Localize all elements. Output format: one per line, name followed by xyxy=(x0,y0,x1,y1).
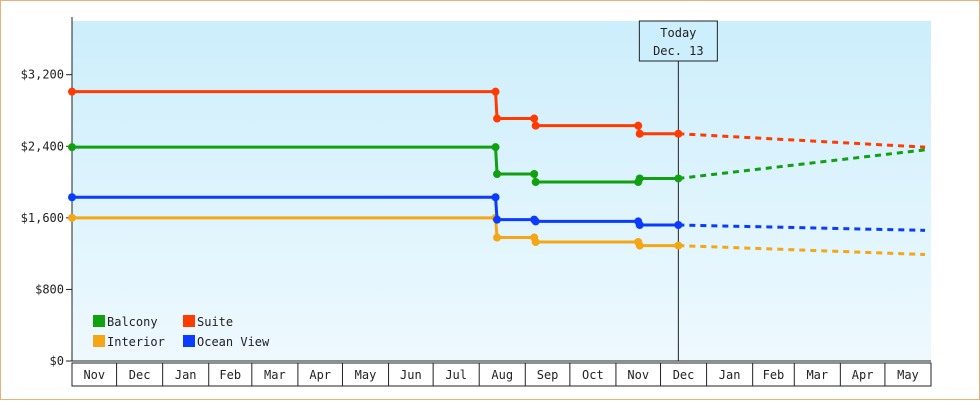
data-point xyxy=(493,215,502,224)
x-tick-label: Dec xyxy=(673,368,695,382)
data-point xyxy=(491,143,500,152)
data-point xyxy=(635,241,644,250)
y-tick-label: $2,400 xyxy=(21,139,64,153)
data-point xyxy=(531,217,540,226)
legend: Balcony Suite Interior Ocean View xyxy=(93,315,270,349)
legend-label-suite: Suite xyxy=(197,315,233,329)
series-lines xyxy=(68,87,926,257)
y-tick-label: $0 xyxy=(50,354,64,368)
data-point xyxy=(674,241,683,250)
data-point xyxy=(493,114,502,123)
legend-label-balcony: Balcony xyxy=(107,315,158,329)
y-tick-label: $800 xyxy=(35,282,64,296)
data-point xyxy=(635,174,644,183)
y-tick-label: $3,200 xyxy=(21,68,64,82)
data-point xyxy=(674,221,683,229)
data-point xyxy=(531,121,540,130)
x-tick-label: May xyxy=(355,368,377,382)
x-tick-label: Mar xyxy=(264,368,286,382)
plot-background xyxy=(72,21,931,361)
data-point xyxy=(531,178,540,187)
today-marker: Today Dec. 13 xyxy=(638,20,718,361)
today-date-label: Dec. 13 xyxy=(653,44,704,58)
data-point xyxy=(634,121,643,130)
x-tick-label: Apr xyxy=(309,368,331,382)
y-tick-label: $1,600 xyxy=(21,211,64,225)
data-point xyxy=(68,193,76,202)
month-row xyxy=(71,362,932,387)
x-tick-label: Jun xyxy=(400,368,422,382)
legend-label-interior: Interior xyxy=(107,335,165,349)
data-point xyxy=(635,221,644,229)
data-point xyxy=(674,129,683,138)
forecast-line xyxy=(678,132,926,149)
data-point xyxy=(493,170,502,178)
forecast-line xyxy=(678,223,926,232)
legend-swatch-ocean-view xyxy=(183,335,195,347)
data-point xyxy=(491,87,500,96)
data-point xyxy=(531,238,540,246)
axes: $0 $800 $1,600 $2,400 $3,200 Nov Dec Jan Feb Mar A… xyxy=(21,17,932,387)
data-point xyxy=(68,87,76,96)
data-point xyxy=(674,174,683,183)
x-tick-label: Nov xyxy=(627,368,649,382)
forecast-line xyxy=(678,148,926,180)
legend-swatch-interior xyxy=(93,335,105,347)
x-tick-label: Jan xyxy=(175,368,197,382)
series-balcony xyxy=(68,143,926,187)
data-point xyxy=(493,233,502,242)
x-tick-label: Nov xyxy=(83,368,105,382)
forecast-line xyxy=(678,244,926,257)
legend-label-ocean-view: Ocean View xyxy=(197,335,270,349)
data-point xyxy=(530,114,539,123)
x-tick-label: Sep xyxy=(537,368,559,382)
data-point xyxy=(635,129,644,138)
x-tick-label: Dec xyxy=(129,368,151,382)
data-point xyxy=(491,193,500,202)
data-point xyxy=(530,170,539,178)
data-point xyxy=(68,143,76,152)
x-tick-label: Jan xyxy=(719,368,741,382)
today-box xyxy=(638,20,718,62)
legend-swatch-balcony xyxy=(93,315,105,327)
x-tick-label: Mar xyxy=(806,368,828,382)
series-suite xyxy=(68,87,926,149)
x-tick-label: Feb xyxy=(763,368,785,382)
x-tick-label: Apr xyxy=(852,368,874,382)
x-tick-label: Aug xyxy=(491,368,513,382)
x-tick-label: Feb xyxy=(219,368,241,382)
x-tick-label: May xyxy=(897,368,919,382)
series-ocean-view xyxy=(68,193,926,232)
today-label: Today xyxy=(660,26,696,40)
legend-swatch-suite xyxy=(183,315,195,327)
x-tick-label: Oct xyxy=(582,368,604,382)
data-point xyxy=(68,213,76,222)
x-tick-label: Jul xyxy=(445,368,467,382)
